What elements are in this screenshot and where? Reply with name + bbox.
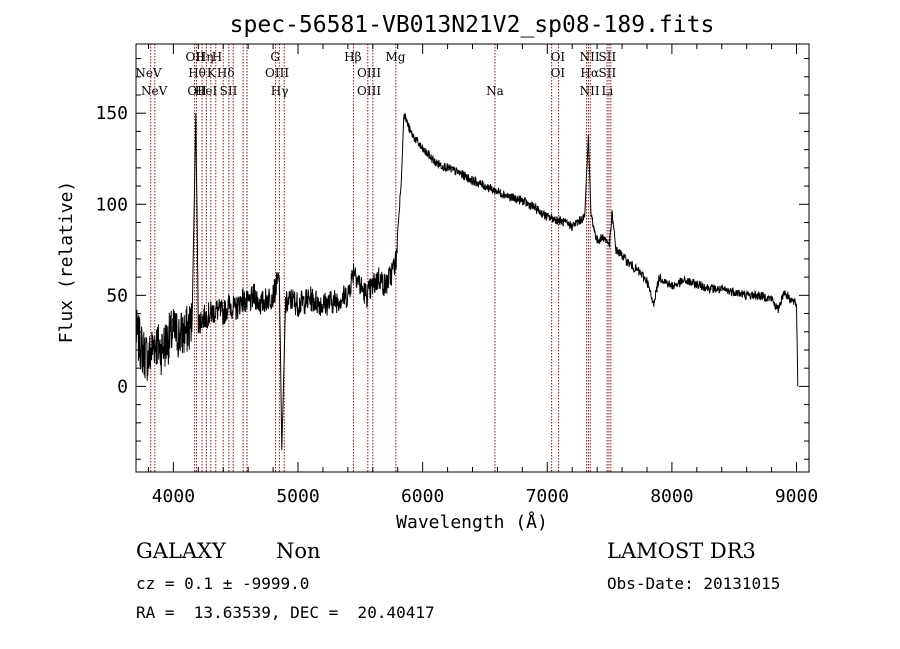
emission-line-label: NII xyxy=(580,84,600,98)
y-axis: 0 50 100 150 xyxy=(95,58,809,460)
x-tick-label: 6000 xyxy=(401,486,444,507)
y-tick-label: 100 xyxy=(95,194,128,215)
emission-line-markers xyxy=(150,44,612,472)
chart-title: spec-56581-VB013N21V2_sp08-189.fits xyxy=(230,12,715,38)
obs-date: Obs-Date: 20131015 xyxy=(607,574,780,593)
emission-line-label: NeV xyxy=(141,84,168,98)
emission-line-label: OIII xyxy=(357,66,381,80)
x-tick-label: 9000 xyxy=(775,486,818,507)
emission-line-label: OIII xyxy=(357,84,381,98)
emission-line-label: H xyxy=(212,50,222,64)
emission-line-label: Hη xyxy=(196,50,214,64)
x-tick-label: 4000 xyxy=(152,486,195,507)
y-tick-label: 0 xyxy=(117,376,128,397)
emission-line-label: NeV xyxy=(135,66,162,80)
y-tick-label: 150 xyxy=(95,103,128,124)
object-subclass: Non xyxy=(276,539,321,563)
redshift-line: cz = 0.1 ± -9999.0 xyxy=(136,574,309,593)
emission-line-label: OI xyxy=(551,66,566,80)
emission-line-label: Hγ xyxy=(271,84,289,98)
x-tick-label: 8000 xyxy=(650,486,693,507)
x-tick-label: 5000 xyxy=(276,486,319,507)
x-axis: 4000 5000 6000 7000 8000 9000 xyxy=(147,44,818,507)
emission-line-label: G xyxy=(270,50,280,64)
emission-line-label: SII xyxy=(598,66,616,80)
x-tick-label: 7000 xyxy=(526,486,569,507)
emission-line-label: Li xyxy=(601,84,613,98)
emission-line-label: NII xyxy=(580,50,600,64)
emission-line-label: K xyxy=(207,66,217,80)
emission-line-label: OII xyxy=(187,84,207,98)
emission-line-label: Hδ xyxy=(217,66,235,80)
emission-line-label: Na xyxy=(486,84,504,98)
survey-name: LAMOST DR3 xyxy=(607,539,756,563)
y-tick-label: 50 xyxy=(106,285,128,306)
coordinates: RA = 13.63539, DEC = 20.40417 xyxy=(136,603,435,622)
emission-line-label: Hβ xyxy=(344,50,361,64)
plot-frame xyxy=(135,43,810,473)
x-axis-label: Wavelength (Å) xyxy=(396,511,548,533)
emission-line-label: SII xyxy=(220,84,238,98)
object-class: GALAXY xyxy=(136,539,227,563)
emission-line-label: Hα xyxy=(580,66,599,80)
emission-line-label: Hθ xyxy=(188,66,206,80)
emission-line-label: OII xyxy=(186,50,206,64)
y-axis-label: Flux (relative) xyxy=(56,181,77,344)
emission-line-label: OIII xyxy=(265,66,289,80)
emission-line-label: Mg xyxy=(385,50,405,64)
emission-line-label: HeI xyxy=(195,84,218,98)
spectrum-line xyxy=(135,113,799,451)
emission-line-label: SII xyxy=(598,50,616,64)
emission-line-label: OI xyxy=(551,50,566,64)
